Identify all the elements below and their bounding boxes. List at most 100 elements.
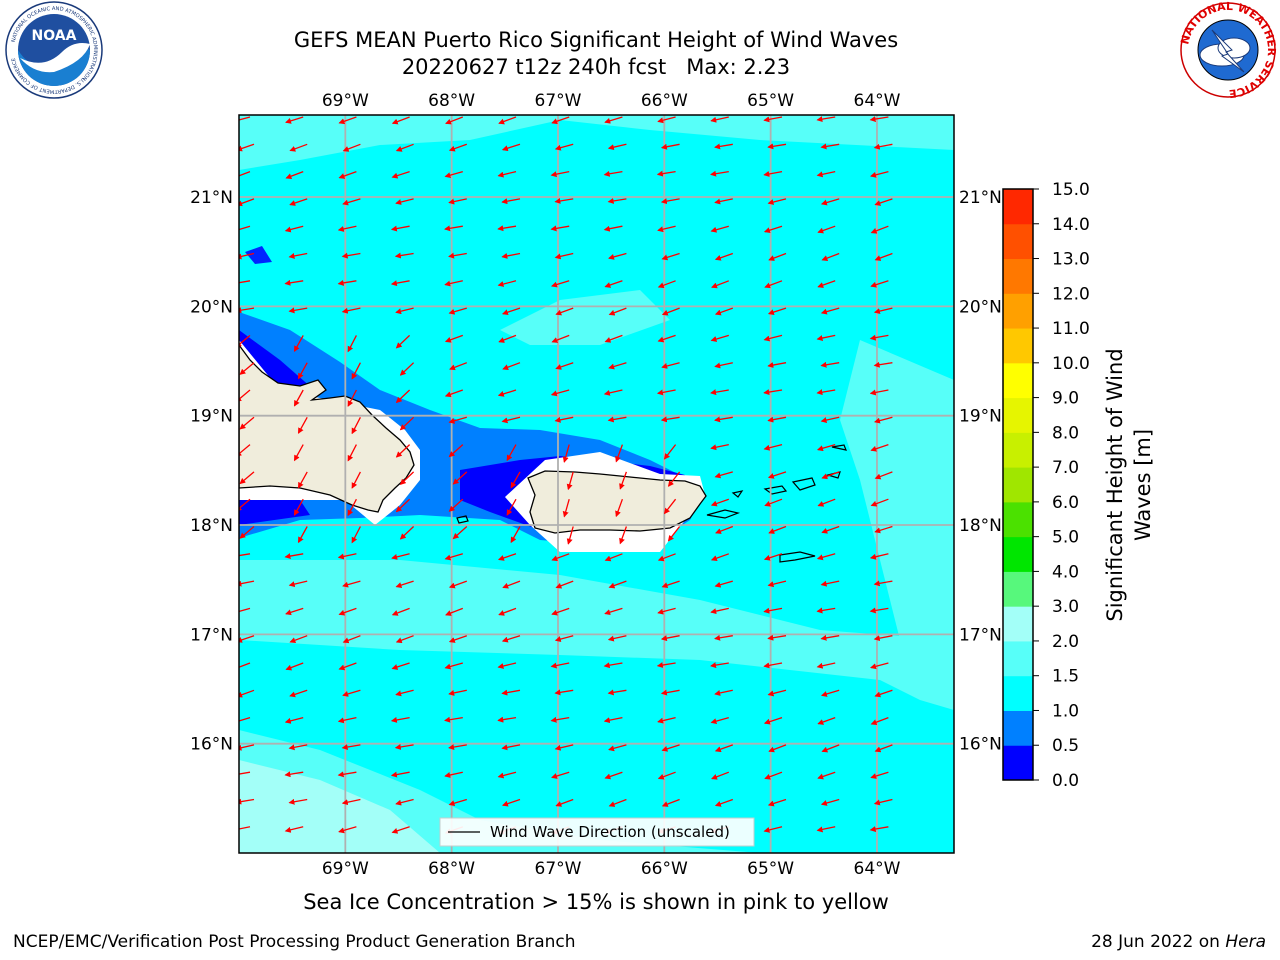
wave-arrow (551, 116, 570, 125)
wave-arrow (873, 143, 893, 150)
wave-arrow (448, 635, 468, 643)
lon-tick-label: 68°W (428, 91, 475, 111)
lat-ticks-right: 21°N 20°N 19°N 18°N 17°N 16°N (959, 188, 1002, 755)
lon-tick-label: 68°W (428, 859, 475, 879)
wave-arrow (239, 362, 255, 375)
wave-arrow (338, 170, 357, 179)
wave-arrow (448, 444, 464, 458)
colorbar-label-line1: Significant Height of Wind (1103, 348, 1127, 621)
wave-arrow (391, 170, 410, 179)
wave-arrow (821, 471, 840, 480)
lat-tick-label: 16°N (190, 735, 233, 755)
land-vieques (706, 509, 741, 519)
wave-arrow (554, 635, 574, 642)
wave-arrow (501, 198, 521, 205)
wave-arrow (767, 416, 787, 423)
wave-arrow (337, 716, 357, 724)
wave-arrow (550, 225, 570, 232)
wave-arrow (337, 553, 357, 560)
wave-arrow (551, 334, 570, 343)
chart-title: GEFS MEAN Puerto Rico Significant Height… (293, 28, 899, 52)
wave-arrow (445, 607, 464, 616)
wave-arrow (874, 744, 893, 753)
wave-arrow (284, 225, 304, 233)
wave-arrow (448, 198, 467, 205)
wave-arrow (657, 116, 676, 124)
wave-arrow (297, 471, 308, 489)
wave-arrow (566, 526, 574, 545)
wave-arrow (391, 662, 410, 670)
wave-arrow (239, 280, 251, 284)
noaa-logo-icon: NOAA NATIONAL OCEANIC AND ATMOSPHERIC AD… (5, 1, 103, 99)
wave-arrow (444, 771, 463, 778)
colorbar-tick-label: 2.0 (1052, 632, 1079, 652)
wave-arrow (395, 198, 414, 205)
wave-arrow (763, 225, 783, 234)
wave-arrow (604, 607, 623, 616)
wave-arrow (550, 170, 570, 178)
wave-arrow (395, 498, 411, 513)
wave-arrow (817, 716, 836, 725)
wave-arrow (554, 198, 574, 204)
wave-arrow (763, 170, 783, 177)
wave-arrow (767, 362, 787, 368)
wave-arrow (820, 634, 840, 641)
wave-arrow (239, 116, 251, 121)
wave-arrow (285, 170, 304, 180)
wave-arrow (660, 635, 680, 642)
colorbar-segment (1003, 432, 1033, 468)
wave-arrow (289, 143, 308, 152)
wave-arrow (448, 307, 467, 315)
wave-arrow (342, 580, 361, 588)
wave-arrow (660, 143, 680, 150)
wave-arrow (763, 553, 783, 561)
wave-arrow (663, 498, 677, 515)
wave-arrow (604, 771, 623, 780)
wave-arrow (551, 280, 570, 288)
wave-arrow (239, 607, 251, 613)
wave-arrow (710, 443, 729, 451)
land-virgin-islands (731, 444, 847, 498)
colorbar-segment (1003, 328, 1033, 364)
wave-arrow (551, 607, 570, 616)
wave-arrow (608, 798, 627, 807)
colorbar-segment (1003, 293, 1033, 329)
wave-arrow (714, 307, 734, 316)
colorbar-tick-label: 12.0 (1052, 284, 1090, 304)
wave-arrow (347, 389, 357, 407)
wave-arrow (816, 334, 836, 341)
wave-arrow (288, 798, 308, 805)
land-st-croix (779, 551, 816, 563)
wave-arrow (714, 471, 733, 479)
wave-arrow (497, 389, 517, 397)
wave-arrow (497, 716, 517, 723)
lon-tick-label: 67°W (535, 859, 582, 879)
wave-arrow (501, 143, 521, 152)
wave-arrow (763, 389, 783, 395)
wave-arrow (820, 580, 840, 587)
wave-arrow (337, 771, 357, 778)
wave-arrow (554, 416, 574, 423)
lat-tick-label: 21°N (190, 188, 233, 208)
wave-arrow (506, 444, 517, 462)
wave-arrow (288, 307, 308, 314)
wave-arrow (714, 634, 733, 641)
wave-arrow (501, 635, 521, 643)
sea-ice-note: Sea Ice Concentration > 15% is shown in … (303, 890, 889, 914)
colorbar-segment (1003, 606, 1033, 642)
lon-tick-label: 64°W (854, 91, 901, 111)
wave-arrow (660, 689, 680, 696)
wave-arrow (603, 716, 623, 724)
shelf-deep-blue-sw (239, 500, 310, 525)
wave-arrow (820, 198, 840, 206)
lat-tick-label: 17°N (190, 625, 233, 645)
wave-arrow (497, 225, 517, 232)
wave-arrow (763, 716, 783, 725)
wave-arrow (607, 689, 627, 696)
wave-arrow (395, 444, 411, 458)
wave-arrow (444, 334, 464, 343)
noaa-text: NOAA (32, 28, 77, 44)
wave-arrow (710, 498, 730, 507)
wave-arrow (554, 143, 574, 151)
lon-ticks-top: 69°W 68°W 67°W 66°W 65°W 64°W (322, 91, 901, 111)
